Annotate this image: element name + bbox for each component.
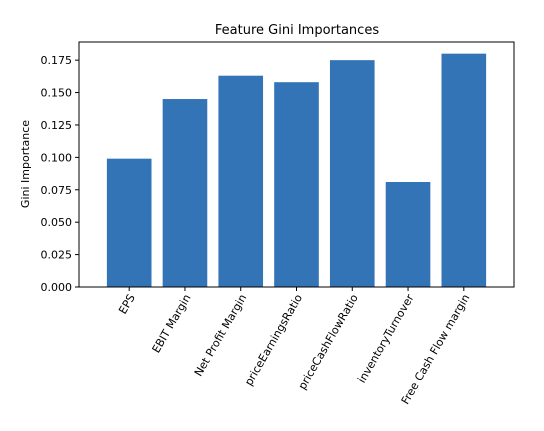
y-tick-label: 0.150 (41, 87, 73, 100)
y-tick-label: 0.125 (41, 119, 73, 132)
bar-0 (106, 158, 152, 287)
x-tick-label: EBIT Margin (150, 292, 194, 355)
y-axis-label: Gini Importance (19, 120, 32, 208)
bar-1 (162, 99, 208, 287)
bar-6 (441, 53, 487, 287)
bar-3 (274, 82, 319, 288)
x-tick-label: inventoryTurnover (355, 292, 417, 386)
x-tick-label: priceEarningsRatio (242, 292, 305, 388)
x-tick-label: priceCashFlowRatio (296, 292, 361, 392)
bars-group (106, 53, 487, 288)
bar-5 (385, 182, 431, 287)
y-tick-label: 0.050 (41, 216, 73, 229)
x-tick-label: Net Profit Margin (192, 292, 250, 379)
y-tick-label: 0.025 (41, 249, 73, 262)
y-tick-label: 0.175 (41, 54, 73, 67)
bar-4 (329, 60, 375, 287)
y-tick-label: 0.100 (41, 151, 73, 164)
y-tick-label: 0.000 (41, 281, 73, 294)
plot-frame (78, 41, 515, 288)
y-tick-label: 0.075 (41, 184, 73, 197)
x-tick-label: EPS (116, 292, 138, 316)
y-axis: 0.000 0.025 0.050 0.075 0.100 0.125 0.150 0.175 (41, 54, 79, 294)
bar-2 (218, 75, 264, 287)
chart-title: Feature Gini Importances (215, 23, 379, 38)
